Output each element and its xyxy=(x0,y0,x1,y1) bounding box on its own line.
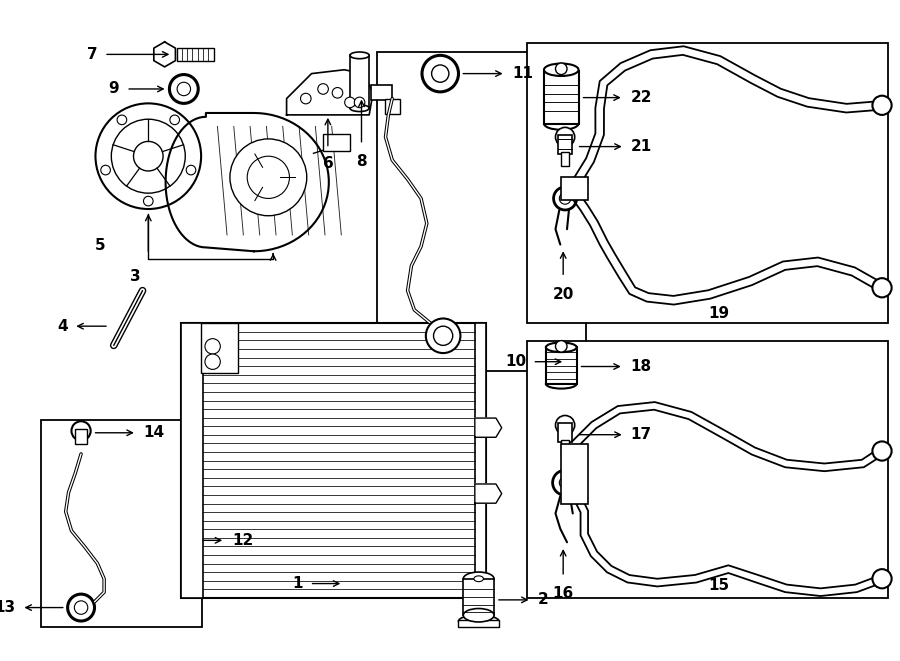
Bar xyxy=(562,440,569,454)
Circle shape xyxy=(559,193,571,204)
Polygon shape xyxy=(286,70,373,115)
Circle shape xyxy=(301,93,311,104)
Text: 5: 5 xyxy=(95,238,105,253)
Circle shape xyxy=(117,115,127,125)
Text: 7: 7 xyxy=(86,47,97,62)
Text: 17: 17 xyxy=(630,427,652,442)
Circle shape xyxy=(205,354,220,369)
Text: 8: 8 xyxy=(356,154,367,169)
Polygon shape xyxy=(154,42,176,67)
Circle shape xyxy=(553,470,578,495)
Circle shape xyxy=(205,338,220,354)
Bar xyxy=(377,52,586,371)
Circle shape xyxy=(555,416,575,435)
Circle shape xyxy=(345,97,356,108)
Circle shape xyxy=(872,569,892,588)
Bar xyxy=(177,48,213,61)
Bar xyxy=(181,323,486,598)
Bar xyxy=(76,429,86,444)
Circle shape xyxy=(555,340,567,352)
Circle shape xyxy=(230,139,307,215)
Circle shape xyxy=(559,477,571,488)
Text: 11: 11 xyxy=(512,66,534,81)
Bar xyxy=(384,98,400,114)
Bar xyxy=(558,423,572,442)
Ellipse shape xyxy=(458,615,499,627)
Bar xyxy=(558,135,572,154)
Polygon shape xyxy=(475,418,501,438)
Ellipse shape xyxy=(544,117,579,130)
Circle shape xyxy=(872,442,892,461)
Bar xyxy=(350,56,369,108)
Circle shape xyxy=(426,319,461,353)
Bar xyxy=(464,579,494,615)
Polygon shape xyxy=(475,484,501,503)
Circle shape xyxy=(75,601,88,614)
Text: 10: 10 xyxy=(506,354,526,369)
Circle shape xyxy=(95,103,201,209)
Circle shape xyxy=(432,65,449,82)
Ellipse shape xyxy=(544,63,579,76)
Text: 14: 14 xyxy=(143,425,165,440)
Ellipse shape xyxy=(464,609,494,622)
Text: 13: 13 xyxy=(0,600,16,615)
Bar xyxy=(562,152,569,166)
Circle shape xyxy=(170,115,179,125)
Text: 6: 6 xyxy=(322,156,333,171)
Text: 9: 9 xyxy=(108,81,119,97)
Circle shape xyxy=(177,82,191,96)
Ellipse shape xyxy=(474,576,483,582)
Ellipse shape xyxy=(546,379,577,389)
Text: 15: 15 xyxy=(708,578,729,593)
Text: 21: 21 xyxy=(630,139,652,154)
Bar xyxy=(458,620,499,627)
Circle shape xyxy=(872,96,892,115)
Bar xyxy=(201,323,238,373)
Circle shape xyxy=(169,75,198,103)
Bar xyxy=(475,323,486,598)
Bar xyxy=(562,444,588,504)
Circle shape xyxy=(112,119,185,193)
Ellipse shape xyxy=(350,52,369,59)
Circle shape xyxy=(355,97,365,108)
Text: 1: 1 xyxy=(292,576,303,591)
Text: 2: 2 xyxy=(538,592,549,607)
Text: 12: 12 xyxy=(232,533,253,548)
Circle shape xyxy=(186,165,196,175)
Text: 4: 4 xyxy=(57,319,68,334)
Bar xyxy=(562,177,588,200)
Circle shape xyxy=(422,56,458,92)
Bar xyxy=(546,347,577,384)
Circle shape xyxy=(143,196,153,206)
Ellipse shape xyxy=(350,105,369,112)
Circle shape xyxy=(71,421,91,440)
Bar xyxy=(181,323,203,598)
Text: 3: 3 xyxy=(130,269,141,284)
Ellipse shape xyxy=(546,342,577,352)
Polygon shape xyxy=(166,113,328,251)
Text: 19: 19 xyxy=(708,306,729,321)
Circle shape xyxy=(248,156,290,198)
Circle shape xyxy=(555,63,567,75)
Bar xyxy=(526,43,887,323)
Circle shape xyxy=(872,278,892,297)
Circle shape xyxy=(101,165,111,175)
Circle shape xyxy=(434,326,453,346)
Bar xyxy=(40,420,202,627)
Circle shape xyxy=(133,141,163,171)
Circle shape xyxy=(554,187,577,210)
Text: 22: 22 xyxy=(630,90,652,105)
Text: 20: 20 xyxy=(553,287,574,302)
Bar xyxy=(544,71,579,124)
Circle shape xyxy=(318,84,328,95)
Circle shape xyxy=(332,87,343,98)
Bar xyxy=(323,134,350,151)
Circle shape xyxy=(68,594,94,621)
Text: 16: 16 xyxy=(553,586,574,602)
Bar xyxy=(371,85,392,100)
Ellipse shape xyxy=(464,572,494,586)
Bar xyxy=(526,340,887,598)
Circle shape xyxy=(555,128,575,147)
Text: 18: 18 xyxy=(630,359,652,374)
